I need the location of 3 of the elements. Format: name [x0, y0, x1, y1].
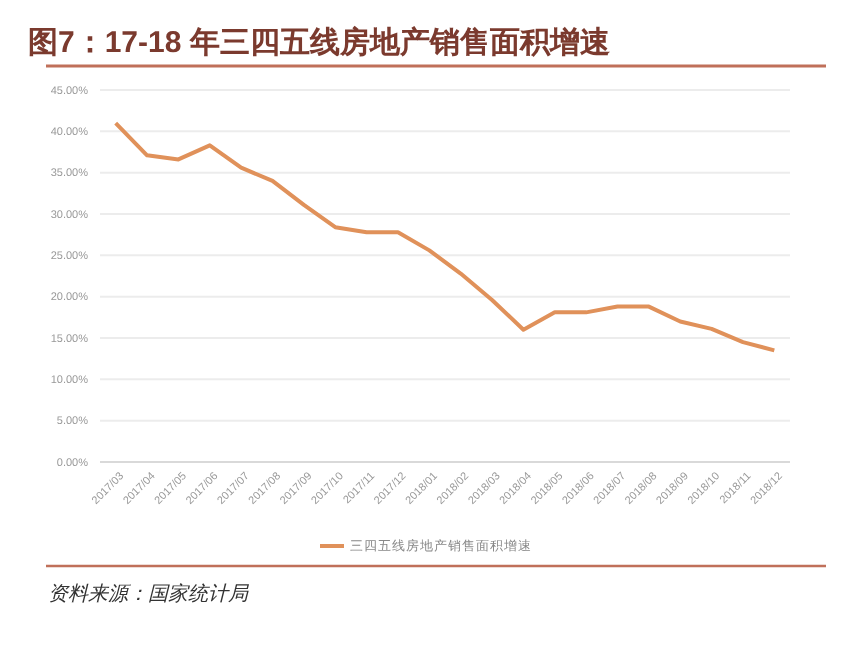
text: 资料来源：国家统计局 — [48, 582, 250, 606]
line-series — [113, 121, 777, 353]
chart-title: 图7：17-18 年三四五线房地产销售面积增速 — [28, 24, 612, 60]
